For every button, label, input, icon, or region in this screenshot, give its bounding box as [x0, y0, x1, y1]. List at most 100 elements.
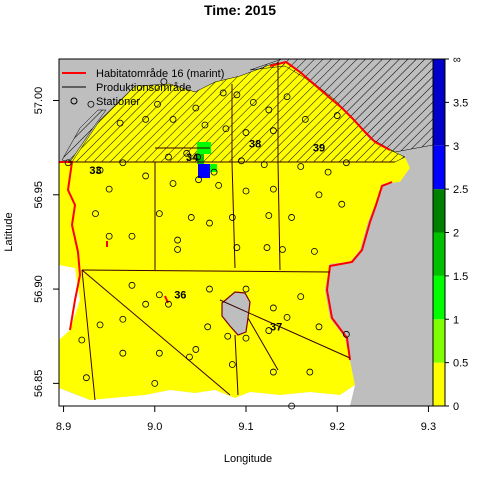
station-marker: [82, 374, 90, 382]
chart-title: Time: 2015: [204, 2, 276, 18]
station-marker: [174, 236, 181, 244]
colorbar-tick-label: 3.5: [453, 97, 468, 109]
station-marker: [142, 300, 150, 308]
y-tick-label: 56.90: [33, 275, 45, 303]
colorbar-tick-label: 1.5: [453, 271, 468, 283]
station-marker: [224, 332, 232, 340]
colorbar-tick-label: 3: [453, 141, 459, 153]
station-marker: [195, 176, 202, 184]
colorbar-band: [433, 145, 445, 190]
colorbar-tick-label: 1: [453, 314, 459, 326]
station-marker: [228, 361, 236, 368]
station-marker: [151, 379, 159, 387]
station-marker: [192, 346, 200, 353]
coast-gap-west: [59, 265, 80, 340]
legend-stations-label: Stationer: [96, 96, 140, 108]
station-marker: [342, 330, 350, 338]
station-marker: [215, 181, 223, 189]
x-tick-label: 9.2: [330, 421, 345, 433]
colorbar-band: [433, 232, 445, 276]
station-marker: [160, 78, 168, 86]
stations-layer: [64, 78, 350, 410]
station-marker: [119, 159, 127, 167]
x-tick-label: 9.0: [147, 421, 162, 433]
station-marker: [154, 100, 161, 108]
station-marker: [206, 285, 213, 293]
area-label-36: 36: [174, 290, 186, 302]
x-tick-label: 8.9: [56, 421, 71, 433]
y-axis-label: Latitude: [3, 212, 15, 251]
colorbar-tick-label: ∞: [453, 54, 461, 66]
station-marker: [269, 127, 277, 135]
station-marker: [119, 315, 127, 323]
colorbar-band: [433, 319, 445, 363]
area-label-33: 33: [89, 165, 101, 177]
station-marker: [174, 246, 181, 253]
colorbar-band: [433, 189, 445, 233]
station-marker: [269, 304, 277, 312]
station-marker: [201, 121, 209, 129]
legend-production-label: Produktionsområde: [96, 82, 191, 94]
station-marker: [78, 336, 86, 344]
habitat-mark-2: [164, 295, 169, 304]
y-tick-label: 57.00: [33, 87, 45, 115]
colorbar-band: [433, 362, 445, 406]
station-marker: [265, 212, 273, 219]
station-marker: [265, 106, 273, 114]
station-marker: [187, 214, 195, 221]
area-label-38: 38: [249, 139, 261, 151]
station-marker: [64, 159, 72, 167]
station-marker: [142, 115, 150, 123]
habitat-boundary-north: [269, 60, 391, 151]
station-marker: [119, 349, 127, 357]
station-marker: [183, 149, 191, 157]
station-marker: [306, 368, 314, 376]
y-axis: 56.85 56.90 56.95 57.00: [33, 87, 59, 397]
land-east: [325, 150, 433, 406]
station-marker: [263, 244, 271, 251]
station-marker: [210, 168, 218, 176]
production-boundaries: [68, 62, 395, 401]
area-label-34: 34: [186, 152, 199, 164]
colorbar-tick-label: 2: [453, 228, 459, 240]
station-marker: [333, 112, 341, 119]
station-marker: [155, 349, 163, 357]
station-marker: [315, 323, 323, 331]
station-marker: [192, 104, 200, 112]
station-marker: [279, 246, 286, 253]
area-label-39: 39: [313, 142, 325, 154]
legend-stations-swatch: [70, 97, 78, 105]
station-marker: [260, 161, 268, 169]
station-marker: [297, 163, 305, 170]
x-axis: 8.9 9.0 9.1 9.2 9.3: [56, 406, 436, 433]
station-marker: [105, 185, 113, 193]
station-marker: [155, 210, 163, 218]
y-tick-label: 56.95: [33, 181, 45, 209]
station-marker: [105, 232, 113, 240]
station-marker: [242, 187, 250, 195]
colorbar-tick-label: 2.5: [453, 184, 468, 196]
station-marker: [242, 285, 250, 293]
station-marker: [242, 129, 250, 136]
island: [221, 291, 251, 336]
cell-green-3: [210, 164, 217, 172]
map-panel: [59, 59, 433, 406]
station-marker: [165, 153, 172, 161]
colorbar-band: [433, 59, 445, 146]
station-marker: [219, 89, 227, 97]
station-marker: [324, 168, 332, 176]
station-marker: [169, 180, 177, 187]
x-tick-label: 9.3: [421, 421, 436, 433]
coast-gap-south: [59, 385, 355, 406]
colorbar-band: [433, 275, 445, 320]
station-marker: [269, 368, 277, 376]
station-marker: [142, 172, 150, 180]
station-marker: [311, 247, 318, 255]
legend-habitat-label: Habitatområde 16 (marint): [96, 68, 224, 80]
station-marker: [204, 323, 212, 331]
area-labels: 33 34 38 39 36 37: [89, 139, 325, 334]
station-marker: [87, 100, 95, 108]
station-marker: [283, 313, 291, 321]
station-marker: [116, 119, 124, 127]
station-marker: [165, 300, 172, 308]
